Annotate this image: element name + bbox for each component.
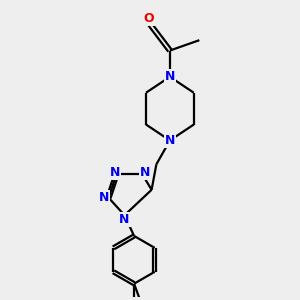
Text: O: O xyxy=(143,12,154,25)
Text: N: N xyxy=(99,191,109,204)
Text: N: N xyxy=(165,70,175,83)
Text: N: N xyxy=(119,213,130,226)
Text: N: N xyxy=(165,134,175,147)
Text: N: N xyxy=(110,166,120,179)
Text: N: N xyxy=(140,166,150,179)
